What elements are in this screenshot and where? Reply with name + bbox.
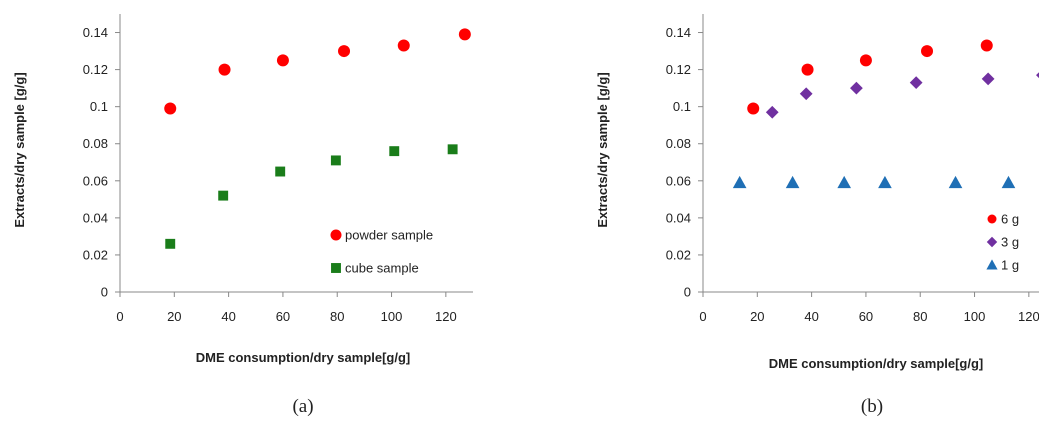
legend-marker	[331, 263, 341, 273]
y-tick-label: 0.08	[83, 136, 108, 151]
x-tick-label: 80	[913, 309, 927, 324]
legend-marker	[330, 229, 342, 241]
data-point	[878, 175, 892, 189]
y-tick-label: 0.04	[666, 210, 691, 225]
x-tick-label: 100	[381, 309, 403, 324]
data-point	[1036, 72, 1039, 79]
data-point	[980, 39, 993, 52]
data-point	[850, 81, 863, 95]
data-point	[165, 238, 176, 249]
x-tick-label: 100	[964, 309, 986, 324]
data-point	[785, 175, 800, 189]
data-point	[801, 63, 814, 76]
data-point	[921, 45, 934, 58]
x-tick-label: 120	[435, 309, 457, 324]
y-tick-label: 0.06	[83, 173, 108, 188]
data-point	[218, 190, 229, 201]
x-axis-title: DME consumption/dry sample[g/g]	[196, 350, 411, 365]
x-tick-label: 80	[330, 309, 344, 324]
y-tick-label: 0.02	[666, 247, 691, 262]
legend-marker	[987, 214, 997, 224]
data-point	[799, 87, 813, 101]
series-3-g	[765, 72, 1039, 119]
data-point	[330, 155, 341, 166]
y-tick-label: 0.1	[90, 99, 108, 114]
data-point	[276, 54, 289, 67]
y-tick-label: 0.02	[83, 247, 108, 262]
series-6-g	[747, 39, 993, 115]
legend-label: cube sample	[345, 261, 419, 276]
legend-label: 6 g	[1001, 212, 1019, 227]
data-point	[397, 39, 410, 52]
data-point	[164, 102, 177, 115]
legend-marker	[986, 259, 998, 270]
series-1-g	[732, 175, 1016, 189]
x-axis-title: DME consumption/dry sample[g/g]	[769, 356, 984, 371]
data-point	[458, 28, 471, 41]
panel-a: 0 0.02 0.04 0.06 0.08 0.1 0.12 0.14 0 20 40 60 80 100…	[12, 14, 473, 417]
data-point	[338, 45, 351, 58]
y-tick-label: 0.12	[666, 62, 691, 77]
y-tick-label: 0.1	[673, 99, 691, 114]
series-powder-sample	[164, 28, 471, 115]
x-tick-label: 40	[804, 309, 818, 324]
x-tick-label: 60	[276, 309, 290, 324]
data-point	[859, 54, 872, 67]
y-tick-label: 0.14	[83, 25, 108, 40]
panel-caption: (b)	[861, 396, 883, 417]
data-point	[389, 146, 400, 157]
y-tick-label: 0.06	[666, 173, 691, 188]
data-point	[765, 105, 779, 119]
y-tick-label: 0.08	[666, 136, 691, 151]
series-cube-sample	[165, 144, 458, 249]
x-tick-label: 0	[699, 309, 706, 324]
x-tick-label: 40	[221, 309, 235, 324]
y-tick-label: 0	[101, 285, 108, 300]
x-tick-label: 0	[116, 309, 123, 324]
legend-label: powder sample	[345, 228, 433, 243]
y-tick-label: 0.14	[666, 25, 691, 40]
y-tick-label: 0	[684, 285, 691, 300]
data-point	[948, 175, 963, 189]
data-point	[909, 76, 923, 89]
y-axis-title: Extracts/dry sample [g/g]	[595, 72, 610, 227]
panel-caption: (a)	[292, 396, 313, 417]
y-axis-title: Extracts/dry sample [g/g]	[12, 72, 27, 227]
x-tick-label: 120	[1018, 309, 1039, 324]
data-point	[981, 72, 995, 86]
x-tick-label: 60	[859, 309, 873, 324]
data-point	[218, 63, 231, 76]
legend-label: 1 g	[1001, 258, 1019, 273]
data-point	[447, 144, 458, 155]
y-tick-label: 0.12	[83, 62, 108, 77]
panel-b: 0 0.02 0.04 0.06 0.08 0.1 0.12 0.14 0 20 40 60 80 100…	[595, 14, 1039, 417]
x-tick-label: 20	[167, 309, 181, 324]
data-point	[747, 102, 760, 115]
data-point	[732, 175, 747, 189]
x-tick-label: 20	[750, 309, 764, 324]
y-tick-label: 0.04	[83, 210, 108, 225]
legend-marker	[986, 236, 998, 248]
data-point	[837, 175, 852, 189]
data-point	[1001, 175, 1016, 189]
legend-label: 3 g	[1001, 235, 1019, 250]
data-point	[275, 166, 286, 177]
